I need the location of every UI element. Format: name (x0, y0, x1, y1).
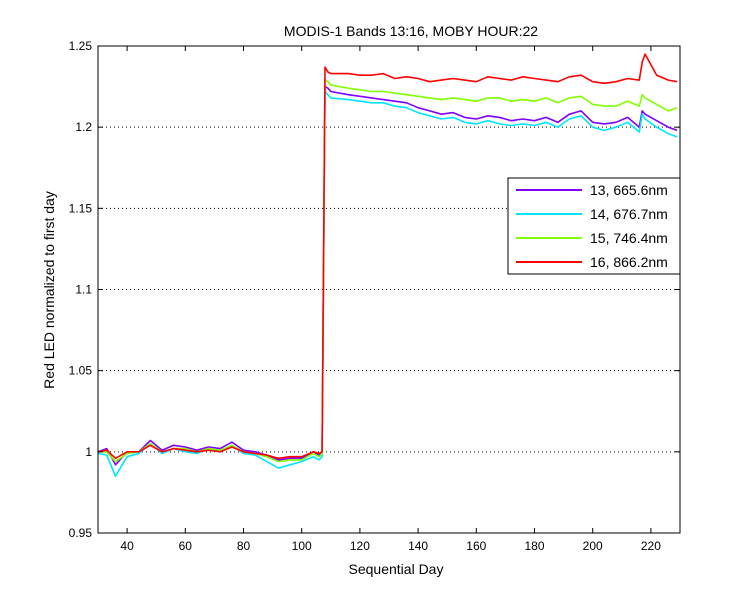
x-tick-label: 200 (583, 539, 603, 553)
legend-label-2: 14, 676.7nm (590, 206, 668, 222)
axis-ticks: 0.95 1 1.05 1.1 1.15 1.2 1.25 40 60 80 100 120 140 16… (69, 39, 680, 553)
legend-label-1: 13, 665.6nm (590, 182, 668, 198)
y-tick-label: 1.05 (69, 364, 93, 378)
x-tick-label: 40 (120, 539, 134, 553)
x-tick-label: 180 (524, 539, 544, 553)
series-line-2 (97, 90, 678, 478)
x-tick-label: 80 (237, 539, 251, 553)
legend-label-3: 15, 746.4nm (590, 230, 668, 246)
chart-title: MODIS-1 Bands 13:16, MOBY HOUR:22 (284, 23, 538, 39)
series-line-1 (97, 85, 678, 466)
y-tick-label: 1 (85, 445, 92, 459)
y-axis-label: Red LED normalized to first day (41, 191, 57, 389)
x-tick-label: 160 (466, 539, 486, 553)
x-tick-label: 100 (292, 539, 312, 553)
legend-box (507, 177, 681, 275)
y-tick-label: 1.25 (69, 39, 93, 53)
series-line-4 (97, 53, 678, 460)
plot-area (98, 46, 680, 533)
y-tick-label: 1.1 (75, 283, 92, 297)
x-axis-label: Sequential Day (349, 561, 444, 577)
x-tick-label: 140 (408, 539, 428, 553)
legend-label-4: 16, 866.2nm (590, 254, 668, 270)
y-tick-label: 1.2 (75, 120, 92, 134)
x-tick-label: 60 (179, 539, 193, 553)
y-tick-label: 0.95 (69, 526, 93, 540)
x-tick-label: 120 (350, 539, 370, 553)
x-tick-label: 220 (641, 539, 661, 553)
legend: 13, 665.6nm 14, 676.7nm 15, 746.4nm 16, 866… (507, 177, 681, 275)
series-layer (97, 53, 678, 478)
y-tick-label: 1.15 (69, 201, 93, 215)
